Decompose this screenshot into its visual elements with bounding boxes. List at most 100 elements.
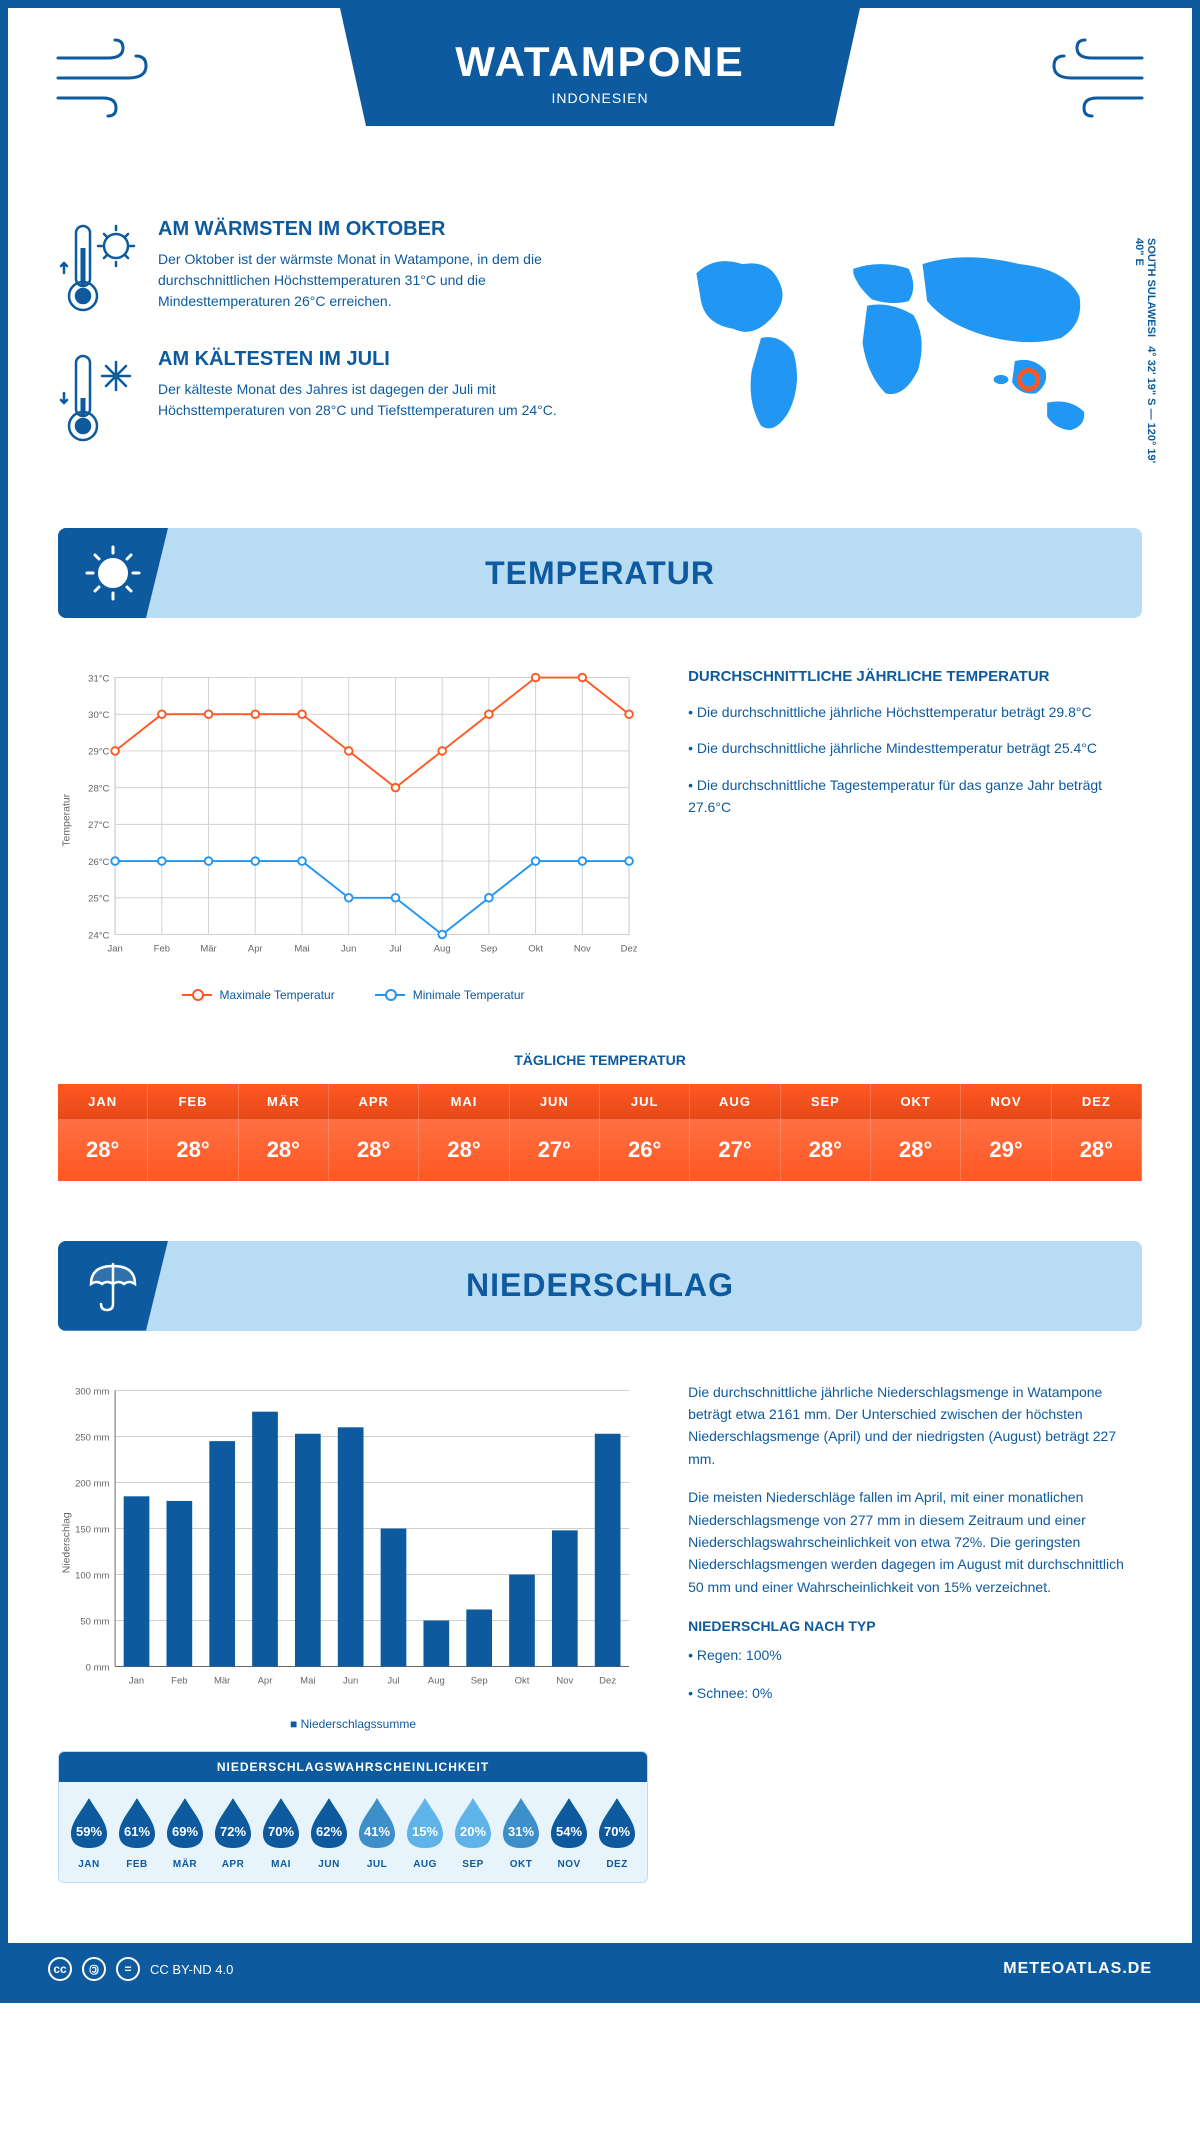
probability-drop: 54%NOV bbox=[545, 1794, 593, 1870]
svg-text:28°C: 28°C bbox=[88, 783, 109, 794]
svg-text:Jan: Jan bbox=[129, 1675, 144, 1686]
svg-text:Niederschlag: Niederschlag bbox=[61, 1512, 72, 1573]
coldest-text: Der kälteste Monat des Jahres ist dagege… bbox=[158, 379, 580, 421]
probability-drop: 70%MAI bbox=[257, 1794, 305, 1870]
probability-drop: 20%SEP bbox=[449, 1794, 497, 1870]
precipitation-probability: NIEDERSCHLAGSWAHRSCHEINLICHKEIT 59%JAN61… bbox=[58, 1751, 648, 1883]
svg-text:Okt: Okt bbox=[528, 944, 543, 955]
sun-icon bbox=[58, 528, 168, 618]
svg-text:26°C: 26°C bbox=[88, 857, 109, 868]
temperature-legend: Maximale Temperatur Minimale Temperatur bbox=[58, 988, 648, 1002]
probability-drop: 70%DEZ bbox=[593, 1794, 641, 1870]
table-header: JAN bbox=[58, 1084, 148, 1119]
svg-text:Okt: Okt bbox=[515, 1675, 530, 1686]
precipitation-info: Die durchschnittliche jährliche Niedersc… bbox=[688, 1381, 1142, 1884]
page-title: WATAMPONE bbox=[340, 38, 860, 86]
svg-text:Feb: Feb bbox=[171, 1675, 187, 1686]
warmest-title: AM WÄRMSTEN IM OKTOBER bbox=[158, 218, 580, 241]
temperature-chart: Temperatur 24°C25°C26°C27°C28°C29°C30°C3… bbox=[58, 668, 648, 1002]
table-cell: 28° bbox=[329, 1119, 419, 1181]
svg-text:62%: 62% bbox=[316, 1824, 342, 1839]
probability-drop: 69%MÄR bbox=[161, 1794, 209, 1870]
header-banner: WATAMPONE INDONESIEN bbox=[340, 8, 860, 126]
precipitation-chart: Niederschlag 0 mm50 mm100 mm150 mm200 mm… bbox=[58, 1381, 648, 1705]
probability-drop: 41%JUL bbox=[353, 1794, 401, 1870]
page-subtitle: INDONESIEN bbox=[340, 90, 860, 106]
svg-text:Jun: Jun bbox=[343, 1675, 358, 1686]
svg-text:72%: 72% bbox=[220, 1824, 246, 1839]
daily-temperature-table: TÄGLICHE TEMPERATUR JANFEBMÄRAPRMAIJUNJU… bbox=[8, 1032, 1192, 1221]
svg-text:250 mm: 250 mm bbox=[75, 1432, 109, 1443]
svg-text:Feb: Feb bbox=[154, 944, 170, 955]
license-label: CC BY-ND 4.0 bbox=[150, 1962, 233, 1977]
svg-text:Sep: Sep bbox=[480, 944, 497, 955]
precipitation-legend: Niederschlagssumme bbox=[58, 1717, 648, 1731]
svg-text:Nov: Nov bbox=[556, 1675, 573, 1686]
svg-text:200 mm: 200 mm bbox=[75, 1478, 109, 1489]
intro-section: AM WÄRMSTEN IM OKTOBER Der Oktober ist d… bbox=[8, 188, 1192, 508]
svg-text:27°C: 27°C bbox=[88, 820, 109, 831]
svg-text:50 mm: 50 mm bbox=[80, 1616, 109, 1627]
table-cell: 28° bbox=[781, 1119, 871, 1181]
precipitation-section-header: NIEDERSCHLAG bbox=[58, 1241, 1142, 1331]
cc-icon: cc bbox=[48, 1957, 72, 1981]
svg-text:Sep: Sep bbox=[471, 1675, 488, 1686]
probability-drop: 31%OKT bbox=[497, 1794, 545, 1870]
brand-label: METEOATLAS.DE bbox=[1003, 1960, 1152, 1978]
temperature-info: DURCHSCHNITTLICHE JÄHRLICHE TEMPERATUR •… bbox=[688, 668, 1142, 1002]
probability-drop: 62%JUN bbox=[305, 1794, 353, 1870]
thermometer-snow-icon bbox=[58, 348, 138, 448]
probability-drop: 61%FEB bbox=[113, 1794, 161, 1870]
precipitation-title: NIEDERSCHLAG bbox=[466, 1267, 734, 1304]
svg-text:Jul: Jul bbox=[389, 944, 401, 955]
svg-text:Aug: Aug bbox=[428, 1675, 445, 1686]
svg-text:Temperatur: Temperatur bbox=[61, 793, 72, 846]
table-header: FEB bbox=[148, 1084, 238, 1119]
temperature-section-header: TEMPERATUR bbox=[58, 528, 1142, 618]
svg-text:Dez: Dez bbox=[621, 944, 638, 955]
thermometer-sun-icon bbox=[58, 218, 138, 318]
table-cell: 28° bbox=[1052, 1119, 1142, 1181]
svg-text:Mär: Mär bbox=[214, 1675, 230, 1686]
table-cell: 26° bbox=[600, 1119, 690, 1181]
table-cell: 28° bbox=[148, 1119, 238, 1181]
table-cell: 29° bbox=[961, 1119, 1051, 1181]
svg-text:Dez: Dez bbox=[599, 1675, 616, 1686]
svg-text:15%: 15% bbox=[412, 1824, 438, 1839]
table-header: MAI bbox=[419, 1084, 509, 1119]
coldest-block: AM KÄLTESTEN IM JULI Der kälteste Monat … bbox=[58, 348, 580, 448]
svg-text:Apr: Apr bbox=[248, 944, 263, 955]
world-map bbox=[620, 218, 1142, 458]
table-header: SEP bbox=[781, 1084, 871, 1119]
probability-drop: 72%APR bbox=[209, 1794, 257, 1870]
table-header: APR bbox=[329, 1084, 419, 1119]
wind-icon bbox=[1032, 38, 1152, 118]
table-cell: 28° bbox=[239, 1119, 329, 1181]
table-cell: 27° bbox=[510, 1119, 600, 1181]
svg-text:70%: 70% bbox=[604, 1824, 630, 1839]
svg-text:41%: 41% bbox=[364, 1824, 390, 1839]
coldest-title: AM KÄLTESTEN IM JULI bbox=[158, 348, 580, 371]
svg-text:Jun: Jun bbox=[341, 944, 356, 955]
svg-text:100 mm: 100 mm bbox=[75, 1570, 109, 1581]
svg-text:24°C: 24°C bbox=[88, 930, 109, 941]
table-cell: 27° bbox=[690, 1119, 780, 1181]
umbrella-icon bbox=[58, 1241, 168, 1331]
svg-text:Mär: Mär bbox=[200, 944, 216, 955]
header: WATAMPONE INDONESIEN bbox=[8, 8, 1192, 188]
by-icon: 🄯 bbox=[82, 1957, 106, 1981]
table-header: MÄR bbox=[239, 1084, 329, 1119]
footer: cc 🄯 = CC BY-ND 4.0 METEOATLAS.DE bbox=[8, 1943, 1192, 1995]
svg-text:69%: 69% bbox=[172, 1824, 198, 1839]
svg-text:70%: 70% bbox=[268, 1824, 294, 1839]
warmest-text: Der Oktober ist der wärmste Monat in Wat… bbox=[158, 249, 580, 312]
svg-text:29°C: 29°C bbox=[88, 747, 109, 758]
svg-text:Mai: Mai bbox=[294, 944, 309, 955]
table-header: OKT bbox=[871, 1084, 961, 1119]
warmest-block: AM WÄRMSTEN IM OKTOBER Der Oktober ist d… bbox=[58, 218, 580, 318]
svg-text:Mai: Mai bbox=[300, 1675, 315, 1686]
probability-drop: 59%JAN bbox=[65, 1794, 113, 1870]
table-cell: 28° bbox=[58, 1119, 148, 1181]
svg-text:59%: 59% bbox=[76, 1824, 102, 1839]
wind-icon bbox=[48, 38, 168, 118]
